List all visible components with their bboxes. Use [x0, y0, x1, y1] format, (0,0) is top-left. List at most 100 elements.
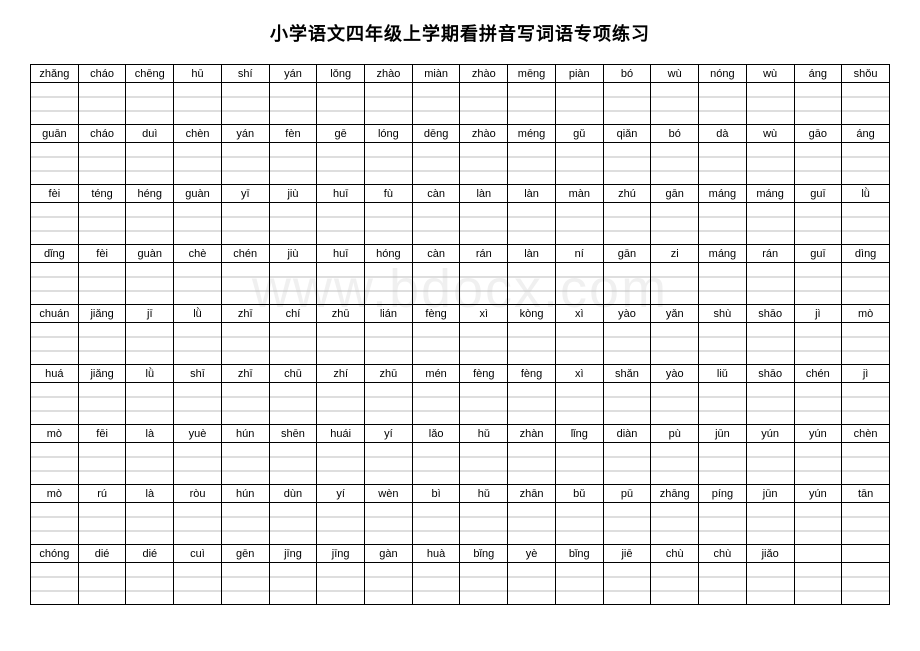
writing-box-cell — [269, 323, 317, 365]
pinyin-cell: tān — [842, 485, 890, 503]
pinyin-cell: mēng — [508, 65, 556, 83]
writing-box-cell — [317, 83, 365, 125]
pinyin-cell: gǔ — [555, 125, 603, 143]
writing-box-cell — [174, 503, 222, 545]
pinyin-cell: gān — [603, 245, 651, 263]
pinyin-cell: làn — [508, 185, 556, 203]
writing-box-cell — [651, 263, 699, 305]
pinyin-cell: zhǎng — [31, 65, 79, 83]
writing-box-cell — [699, 383, 747, 425]
writing-box-cell — [126, 323, 174, 365]
writing-box-cell — [842, 143, 890, 185]
writing-box-cell — [603, 203, 651, 245]
writing-box-cell — [746, 443, 794, 485]
pinyin-cell: lǐng — [555, 425, 603, 443]
pinyin-cell: qiǎn — [603, 125, 651, 143]
pinyin-cell: mò — [31, 485, 79, 503]
writing-box-cell — [78, 263, 126, 305]
writing-box-cell — [508, 563, 556, 605]
pinyin-cell: kòng — [508, 305, 556, 323]
writing-box-cell — [746, 323, 794, 365]
pinyin-cell: fèi — [31, 185, 79, 203]
writing-box-cell — [699, 503, 747, 545]
writing-box-cell — [221, 143, 269, 185]
writing-box-cell — [31, 443, 79, 485]
pinyin-cell: rán — [746, 245, 794, 263]
writing-box-cell — [221, 203, 269, 245]
writing-box-cell — [555, 503, 603, 545]
writing-box-cell — [603, 563, 651, 605]
pinyin-cell: zhāng — [651, 485, 699, 503]
writing-box-cell — [603, 323, 651, 365]
pinyin-cell: mén — [412, 365, 460, 383]
writing-box-cell — [78, 203, 126, 245]
pinyin-cell: máng — [699, 185, 747, 203]
writing-box-cell — [126, 143, 174, 185]
pinyin-cell: cháo — [78, 65, 126, 83]
pinyin-row: huájiǎnglǜshīzhīchūzhízhūménfèngfèngxìsh… — [31, 365, 890, 383]
writing-box-cell — [126, 383, 174, 425]
writing-box-cell — [842, 83, 890, 125]
pinyin-cell: wèn — [365, 485, 413, 503]
writing-box-cell — [269, 443, 317, 485]
pinyin-cell: fèng — [412, 305, 460, 323]
pinyin-cell: shǎn — [603, 365, 651, 383]
pinyin-cell: zhī — [221, 365, 269, 383]
pinyin-cell: dié — [126, 545, 174, 563]
pinyin-cell: gàn — [365, 545, 413, 563]
pinyin-cell: fèi — [78, 245, 126, 263]
pinyin-cell: nóng — [699, 65, 747, 83]
writing-box-cell — [699, 143, 747, 185]
pinyin-cell: fèng — [508, 365, 556, 383]
writing-box-cell — [460, 203, 508, 245]
writing-box-cell — [651, 83, 699, 125]
writing-box-cell — [78, 563, 126, 605]
writing-box-cell — [269, 263, 317, 305]
writing-box-cell — [31, 203, 79, 245]
pinyin-cell: wù — [746, 125, 794, 143]
writing-box-cell — [508, 383, 556, 425]
pinyin-cell: chén — [221, 245, 269, 263]
writing-box-cell — [794, 203, 842, 245]
writing-box-cell — [412, 83, 460, 125]
pinyin-cell: jūn — [699, 425, 747, 443]
pinyin-cell: chuán — [31, 305, 79, 323]
pinyin-cell: jiù — [269, 185, 317, 203]
pinyin-row: chóngdiédiécuìgēnjīngjīnggànhuàbǐngyèbǐn… — [31, 545, 890, 563]
writing-box-cell — [412, 563, 460, 605]
pinyin-cell: cháo — [78, 125, 126, 143]
writing-box-row — [31, 503, 890, 545]
pinyin-cell: huà — [412, 545, 460, 563]
pinyin-cell: lián — [365, 305, 413, 323]
pinyin-cell: jūn — [746, 485, 794, 503]
pinyin-cell: shù — [699, 305, 747, 323]
writing-box-cell — [651, 503, 699, 545]
writing-box-cell — [699, 83, 747, 125]
pinyin-cell: mò — [31, 425, 79, 443]
writing-box-cell — [603, 263, 651, 305]
pinyin-cell: zhān — [508, 485, 556, 503]
page: 小学语文四年级上学期看拼音写词语专项练习 www.bdocx.com zhǎng… — [30, 20, 890, 605]
pinyin-cell: yún — [794, 425, 842, 443]
pinyin-row: mòrúlàròuhúndùnyíwènbìhǔzhānbǔpūzhāngpín… — [31, 485, 890, 503]
pinyin-cell: yán — [221, 125, 269, 143]
writing-box-cell — [460, 323, 508, 365]
pinyin-cell: zhí — [317, 365, 365, 383]
pinyin-cell: gē — [317, 125, 365, 143]
writing-box-cell — [78, 383, 126, 425]
writing-box-cell — [126, 83, 174, 125]
writing-box-cell — [174, 203, 222, 245]
pinyin-cell: yún — [746, 425, 794, 443]
pinyin-cell: zhū — [317, 305, 365, 323]
writing-box-cell — [412, 443, 460, 485]
writing-box-cell — [221, 563, 269, 605]
writing-box-cell — [555, 563, 603, 605]
pinyin-cell: ròu — [174, 485, 222, 503]
pinyin-cell: píng — [699, 485, 747, 503]
writing-box-cell — [651, 203, 699, 245]
writing-box-cell — [460, 563, 508, 605]
pinyin-cell: téng — [78, 185, 126, 203]
writing-box-cell — [603, 383, 651, 425]
writing-box-cell — [365, 143, 413, 185]
pinyin-cell: huī — [317, 185, 365, 203]
